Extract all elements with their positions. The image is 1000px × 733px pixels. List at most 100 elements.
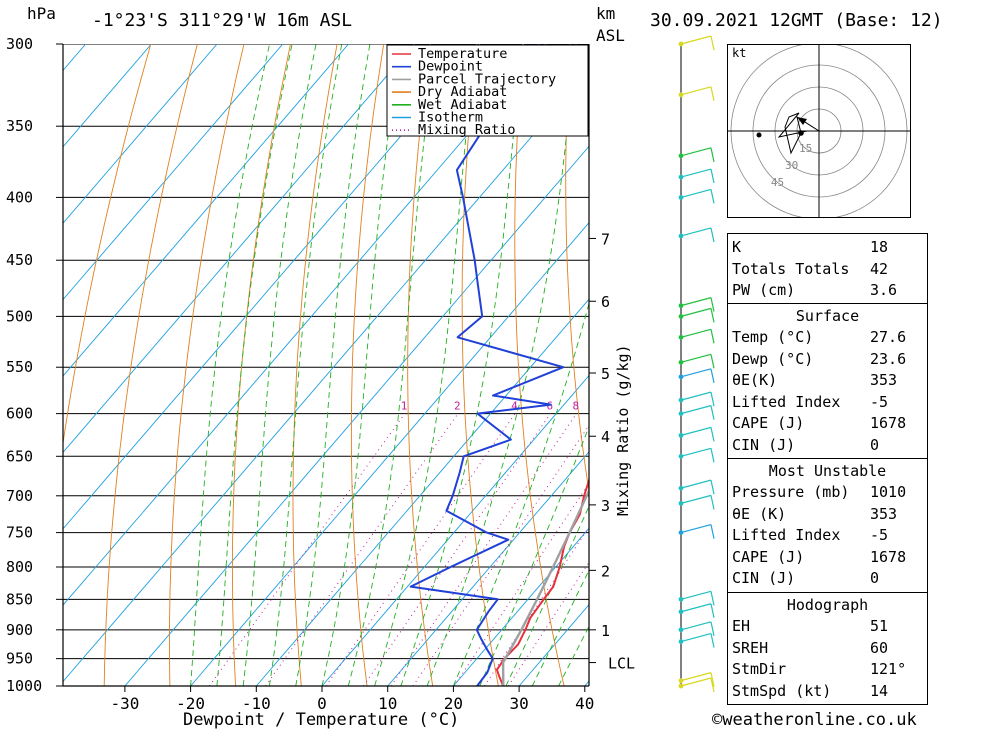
wet-adiabat-line bbox=[190, 44, 271, 686]
mixing-ratio-line bbox=[483, 526, 589, 686]
copyright: ©weatheronline.co.uk bbox=[712, 710, 917, 730]
dry-adiabat-line bbox=[169, 44, 245, 686]
legend-label: Wet Adiabat bbox=[418, 97, 507, 113]
wind-barb bbox=[680, 479, 712, 489]
y-tick-label: 400 bbox=[6, 188, 33, 206]
isotherm-line bbox=[63, 44, 546, 606]
surface-value: -5 bbox=[870, 393, 889, 411]
wet-adiabat-line bbox=[216, 44, 293, 686]
surface-value: 27.6 bbox=[870, 328, 907, 346]
wind-barb bbox=[680, 35, 712, 45]
wet-adiabat-line bbox=[242, 44, 317, 686]
km-units: km bbox=[596, 4, 616, 23]
mixing-ratio-line bbox=[265, 413, 459, 686]
isotherms bbox=[63, 44, 589, 686]
surface-value: 23.6 bbox=[870, 350, 907, 368]
x-tick-label: -10 bbox=[242, 694, 271, 713]
mu-row: Lifted Index -5 bbox=[728, 526, 927, 547]
wind-barb-flag bbox=[710, 405, 715, 420]
hodo-key: StmDir bbox=[732, 660, 787, 678]
x-tick-label: 20 bbox=[444, 694, 463, 713]
index-key: K bbox=[732, 238, 742, 256]
wind-barb-flag bbox=[710, 427, 715, 442]
wind-barb bbox=[680, 188, 712, 198]
y-tick-label: 900 bbox=[6, 621, 33, 639]
mixing-ratio-lines: 1 2 4 6 8 10 15 20 25 bbox=[209, 400, 589, 686]
wind-barb bbox=[680, 632, 712, 643]
surface-key: CIN (J) bbox=[732, 436, 796, 454]
profile-lines bbox=[409, 44, 589, 686]
wind-barb bbox=[680, 405, 712, 415]
x-tick-label: 40 bbox=[575, 694, 594, 713]
isotherm-line bbox=[63, 44, 284, 301]
wind-barb bbox=[680, 147, 712, 157]
isotherm-line bbox=[63, 44, 218, 224]
hodograph-ring-label: 45 bbox=[771, 176, 784, 189]
index-key: PW (cm) bbox=[732, 281, 796, 299]
wet-adiabat-line bbox=[531, 569, 589, 686]
y-tick-label: 350 bbox=[6, 117, 33, 135]
km-tick-label: 3 bbox=[601, 497, 610, 515]
wet-adiabat-line bbox=[452, 301, 589, 686]
km-tick-label: 7 bbox=[601, 230, 610, 248]
wind-barb-flag bbox=[710, 621, 715, 636]
mixing-ratio-line bbox=[412, 424, 589, 686]
isotherm-line bbox=[387, 451, 589, 686]
legend-label: Mixing Ratio bbox=[418, 122, 516, 138]
km-tick-label: LCL bbox=[608, 655, 635, 673]
storm-arrow bbox=[797, 117, 807, 125]
wind-level-dot bbox=[678, 174, 684, 180]
hodo-key: StmSpd (kt) bbox=[732, 682, 832, 700]
hodo-value: 60 bbox=[870, 639, 889, 657]
wind-barb bbox=[680, 353, 712, 363]
index-key: Totals Totals bbox=[732, 260, 850, 278]
isotherm-line bbox=[255, 298, 589, 686]
wet-adiabat-line bbox=[505, 505, 589, 686]
wind-barb-flag bbox=[710, 524, 715, 539]
asl-units: ASL bbox=[596, 26, 625, 45]
location-title: -1°23'S 311°29'W 16m ASL bbox=[92, 10, 353, 31]
x-tick-label: 30 bbox=[509, 694, 528, 713]
wind-barb-flag bbox=[710, 308, 715, 323]
wind-barb-flag bbox=[710, 189, 715, 204]
dry-adiabat-line bbox=[231, 44, 291, 686]
surface-row: Dewp (°C) 23.6 bbox=[728, 350, 927, 371]
hodo-key: EH bbox=[732, 617, 751, 635]
index-value: 18 bbox=[870, 238, 889, 256]
surface-value: 0 bbox=[870, 436, 880, 454]
y-tick-label: 700 bbox=[6, 487, 33, 505]
km-tick-label: 6 bbox=[601, 293, 610, 311]
wind-barb bbox=[680, 227, 712, 237]
mu-value: 1678 bbox=[870, 548, 907, 566]
hodo-row: EH 51 bbox=[728, 617, 927, 638]
dry-adiabat-line bbox=[63, 44, 152, 447]
surface-row: CAPE (J) 1678 bbox=[728, 414, 927, 435]
dry-adiabat-line bbox=[292, 44, 338, 686]
surface-row: CIN (J) 0 bbox=[728, 436, 927, 457]
y-tick-label: 750 bbox=[6, 524, 33, 542]
wind-level-dot bbox=[678, 153, 684, 159]
wind-barb bbox=[680, 328, 712, 338]
surface-title: Surface bbox=[795, 307, 860, 325]
wet-adiabat-line bbox=[321, 44, 402, 686]
wet-adiabat-line bbox=[295, 44, 371, 686]
surface-row: θE(K) 353 bbox=[728, 371, 927, 392]
wind-barb bbox=[680, 307, 712, 317]
mu-key: Lifted Index bbox=[732, 526, 841, 544]
wind-barb-flag bbox=[710, 495, 715, 510]
wet-adiabat-line bbox=[268, 44, 343, 686]
mixing-ratio-line bbox=[507, 561, 589, 686]
surface-key: Dewp (°C) bbox=[732, 350, 814, 368]
wet-adiabat-line bbox=[479, 425, 589, 686]
km-tick-label: 5 bbox=[601, 365, 610, 383]
dry-adiabat-line bbox=[350, 44, 385, 686]
surface-row: Temp (°C) 27.6 bbox=[728, 328, 927, 349]
wind-barb-flag bbox=[710, 591, 715, 606]
hodograph-trace bbox=[777, 112, 820, 155]
isotherm-line bbox=[518, 603, 589, 686]
index-value: 42 bbox=[870, 260, 889, 278]
dewpoint-line bbox=[409, 44, 565, 686]
mu-value: -5 bbox=[870, 526, 889, 544]
